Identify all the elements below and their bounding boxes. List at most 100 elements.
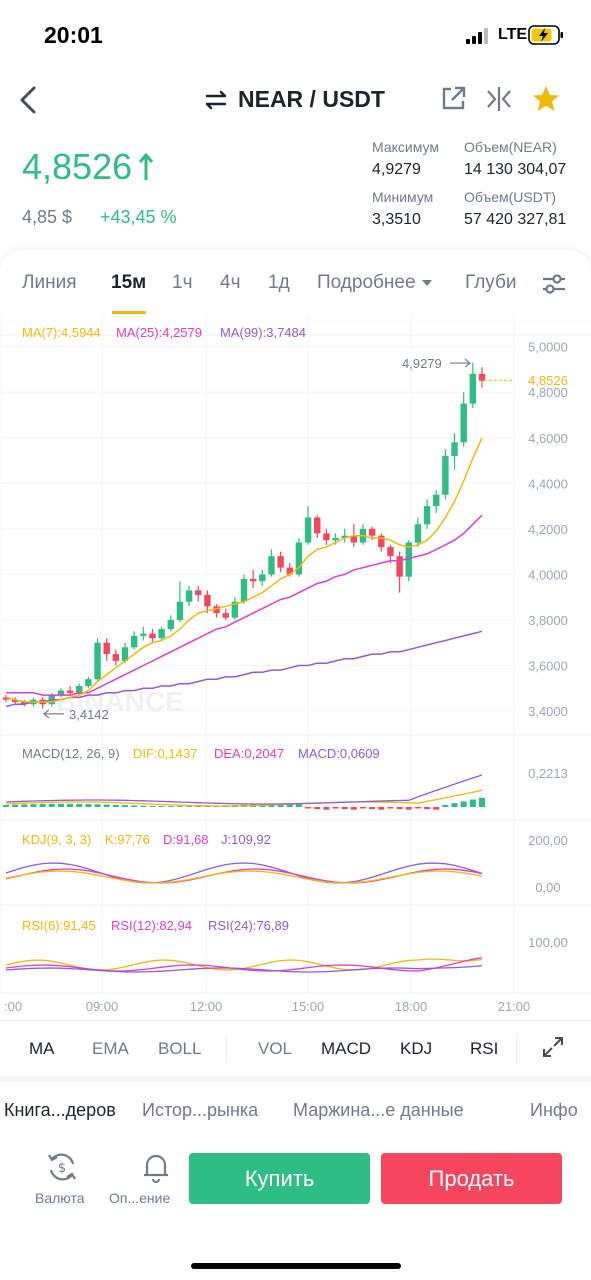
vol-base-label: Объем(NEAR) — [464, 139, 557, 155]
macd-histogram-bar — [186, 806, 193, 807]
last-price-value: 4,8526 — [22, 146, 133, 187]
candle-up — [176, 601, 184, 620]
candle-down — [222, 613, 229, 618]
candle-up — [231, 601, 239, 618]
candle-up — [442, 455, 449, 495]
sell-button[interactable]: Продать — [381, 1153, 562, 1204]
active-tab-indicator — [112, 311, 146, 314]
candle-up — [341, 535, 348, 538]
ind-vol[interactable]: VOL — [258, 1039, 293, 1058]
candle-up — [57, 690, 65, 696]
macd-histogram-bar — [195, 806, 202, 807]
candle-up — [185, 590, 193, 602]
macd-histogram-bar — [286, 803, 293, 807]
candle-down — [21, 701, 28, 705]
price-axis-label: 3,6000 — [528, 659, 568, 674]
kdj-d: D:91,68 — [163, 832, 209, 847]
back-icon[interactable] — [14, 82, 44, 118]
kdj-axis-label: 200,00 — [528, 833, 568, 848]
candle-up — [167, 619, 174, 630]
tab-4h[interactable]: 4ч — [220, 272, 241, 293]
candle-up — [85, 679, 92, 687]
ind-ema[interactable]: EMA — [92, 1039, 129, 1058]
ind-rsi[interactable]: RSI — [470, 1039, 499, 1058]
macd-histogram-bar — [112, 804, 119, 807]
macd-histogram-bar — [469, 799, 476, 807]
macd-dea: DEA:0,2047 — [214, 746, 285, 761]
candle-down — [286, 567, 293, 575]
time-axis-label: 18:00 — [395, 999, 428, 1014]
section-divider — [0, 1076, 591, 1082]
candle-up — [140, 633, 147, 636]
swap-icon — [205, 90, 227, 109]
tab-depth[interactable]: Глуби — [465, 272, 517, 293]
macd-histogram-bar — [85, 804, 92, 807]
ind-kdj[interactable]: KDJ — [400, 1039, 433, 1058]
tab-line[interactable]: Линия — [22, 272, 77, 293]
macd-dif-line — [5, 789, 483, 807]
tab-15m[interactable]: 15м — [111, 272, 147, 293]
kline-chart-canvas[interactable]: 5,0000 4,8000 4,6000 4,4000 4,2000 4,0000 3,80… — [0, 315, 591, 1020]
candle-down — [66, 690, 74, 693]
candle-down — [213, 606, 220, 614]
rsi6-label: RSI(6):91,45 — [22, 918, 96, 933]
ma7-line — [5, 437, 483, 703]
macd-histogram-bar — [360, 807, 366, 809]
candle-up — [268, 556, 275, 575]
candle-down — [323, 533, 330, 541]
macd-histogram-bar — [387, 807, 394, 809]
candle-down — [368, 528, 376, 536]
tab-1d[interactable]: 1д — [268, 272, 290, 293]
bell-icon[interactable] — [139, 1150, 173, 1184]
tab-order-book[interactable]: Книга...деров — [4, 1100, 116, 1120]
candle-down — [2, 697, 10, 700]
ind-ma[interactable]: MA — [29, 1039, 55, 1058]
tab-market-history[interactable]: Истор...рынка — [142, 1100, 259, 1120]
candle-up — [460, 403, 467, 443]
vol-base-value: 14 130 304,07 — [464, 161, 567, 178]
fullscreen-icon[interactable] — [541, 1035, 565, 1059]
high-marker-arrow — [450, 358, 471, 368]
tab-more[interactable]: Подробнее — [317, 272, 432, 294]
currency-convert-icon[interactable]: $ — [45, 1150, 79, 1184]
price-axis-label: 4,8000 — [528, 385, 568, 400]
tab-info[interactable]: Инфо — [530, 1100, 578, 1120]
macd-histogram-bar — [131, 805, 138, 807]
buy-button[interactable]: Купить — [189, 1153, 370, 1204]
pair-selector[interactable]: NEAR / USDT — [204, 86, 385, 113]
share-icon[interactable] — [438, 84, 468, 114]
candle-down — [195, 590, 202, 595]
compare-icon[interactable] — [484, 84, 514, 114]
candle-up — [414, 524, 422, 543]
macd-histogram-bar — [314, 807, 321, 810]
pair-title: NEAR / USDT — [238, 86, 385, 112]
macd-histogram-bar — [3, 805, 9, 807]
macd-histogram-bar — [479, 797, 485, 807]
ma99-label: MA(99):3,7484 — [220, 325, 306, 340]
candle-up — [451, 442, 458, 456]
status-bar: 20:01 LTE — [0, 0, 591, 70]
ind-boll[interactable]: BOLL — [158, 1039, 202, 1058]
home-indicator — [191, 1263, 401, 1269]
tab-1h[interactable]: 1ч — [172, 272, 193, 293]
fiat-price: 4,85 $ — [22, 207, 73, 227]
kline-chart[interactable]: 5,0000 4,8000 4,6000 4,4000 4,2000 4,0000 3,80… — [0, 315, 591, 1020]
low-label: Минимум — [372, 189, 434, 205]
macd-histogram-bar — [451, 803, 458, 807]
candle-up — [423, 506, 431, 525]
tab-margin-data[interactable]: Маржина...е данные — [293, 1100, 464, 1120]
candle-up — [130, 635, 138, 648]
macd-histogram-bar — [332, 807, 339, 809]
price-axis-label: 4,0000 — [528, 567, 568, 582]
chart-settings-icon[interactable] — [540, 270, 568, 298]
kdj-j-line — [5, 862, 483, 884]
candle-down — [478, 373, 486, 381]
price-axis-label: 4,4000 — [528, 476, 568, 491]
ind-macd[interactable]: MACD — [321, 1039, 372, 1058]
macd-dif: DIF:0,1437 — [133, 746, 198, 761]
time-axis-label: 15:00 — [292, 999, 325, 1014]
candle-up — [76, 686, 83, 693]
macd-histogram-bar — [424, 807, 431, 810]
price-axis-label: 3,8000 — [528, 613, 568, 628]
favorite-star-icon[interactable] — [531, 84, 561, 114]
